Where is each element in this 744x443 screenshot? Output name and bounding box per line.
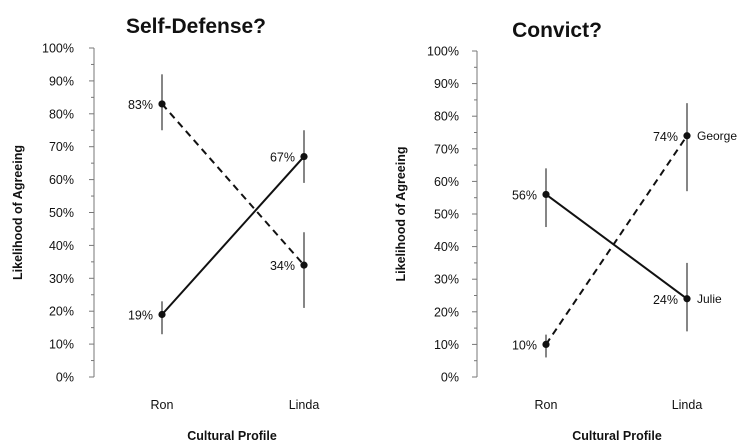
y-tick-label: 0%: [441, 371, 459, 385]
y-tick-label: 50%: [49, 206, 74, 220]
data-label: 34%: [270, 259, 295, 273]
y-tick-label: 70%: [434, 142, 459, 156]
y-tick-label: 90%: [49, 74, 74, 88]
data-label: 56%: [512, 188, 537, 202]
y-tick-label: 0%: [56, 371, 74, 385]
series-name-label: Julie: [697, 292, 722, 306]
series-line: [161, 155, 305, 316]
data-label: 67%: [270, 151, 295, 165]
series-line: [545, 135, 688, 345]
y-tick-label: 30%: [434, 273, 459, 287]
y-tick-label: 80%: [49, 107, 74, 121]
data-label: 83%: [128, 98, 153, 112]
y-tick-label: 70%: [49, 140, 74, 154]
y-tick-label: 20%: [49, 305, 74, 319]
y-tick-label: 60%: [49, 173, 74, 187]
data-point: [300, 152, 308, 161]
series-line: [545, 193, 688, 300]
data-point: [683, 132, 691, 140]
chart-panel-2: Convict? 0% 10% 20% 30% 40% 50% 60% 70% 80% 90% 100…: [394, 19, 737, 443]
y-tick-label: 100%: [427, 45, 459, 59]
y-axis-title: Likelihood of Agreeing: [394, 147, 408, 282]
x-axis-title: Cultural Profile: [572, 429, 662, 443]
data-point: [300, 261, 308, 269]
data-point: [158, 310, 166, 319]
y-tick-label: 100%: [42, 42, 74, 56]
data-label: 24%: [653, 293, 678, 307]
chart-title: Self-Defense?: [126, 15, 266, 38]
data-point: [683, 295, 691, 303]
data-label: 74%: [653, 130, 678, 144]
y-tick-label: 20%: [434, 305, 459, 319]
data-label: 10%: [512, 338, 537, 352]
chart-panel-1: Self-Defense? 0% 10% 20% 30% 40% 50% 60% 70% 80% 9…: [11, 15, 319, 443]
data-point: [542, 340, 550, 348]
x-axis-title: Cultural Profile: [187, 429, 277, 443]
y-tick-label: 80%: [434, 110, 459, 124]
x-category-label: Ron: [151, 398, 174, 412]
data-label: 19%: [128, 308, 153, 322]
y-tick-label: 40%: [49, 239, 74, 253]
x-category-label: Linda: [672, 398, 703, 412]
series-line: [161, 103, 305, 266]
y-tick-label: 10%: [49, 338, 74, 352]
y-tick-label: 60%: [434, 175, 459, 189]
y-tick-label: 90%: [434, 77, 459, 91]
y-tick-label: 30%: [49, 272, 74, 286]
y-tick-label: 40%: [434, 240, 459, 254]
data-point: [542, 190, 550, 199]
data-point: [158, 100, 166, 108]
y-tick-label: 50%: [434, 208, 459, 222]
chart-title: Convict?: [512, 19, 602, 42]
y-axis-title: Likelihood of Agreeing: [11, 145, 25, 280]
x-category-label: Ron: [535, 398, 558, 412]
series-name-label: George: [697, 129, 737, 143]
x-category-label: Linda: [289, 398, 320, 412]
y-tick-label: 10%: [434, 338, 459, 352]
